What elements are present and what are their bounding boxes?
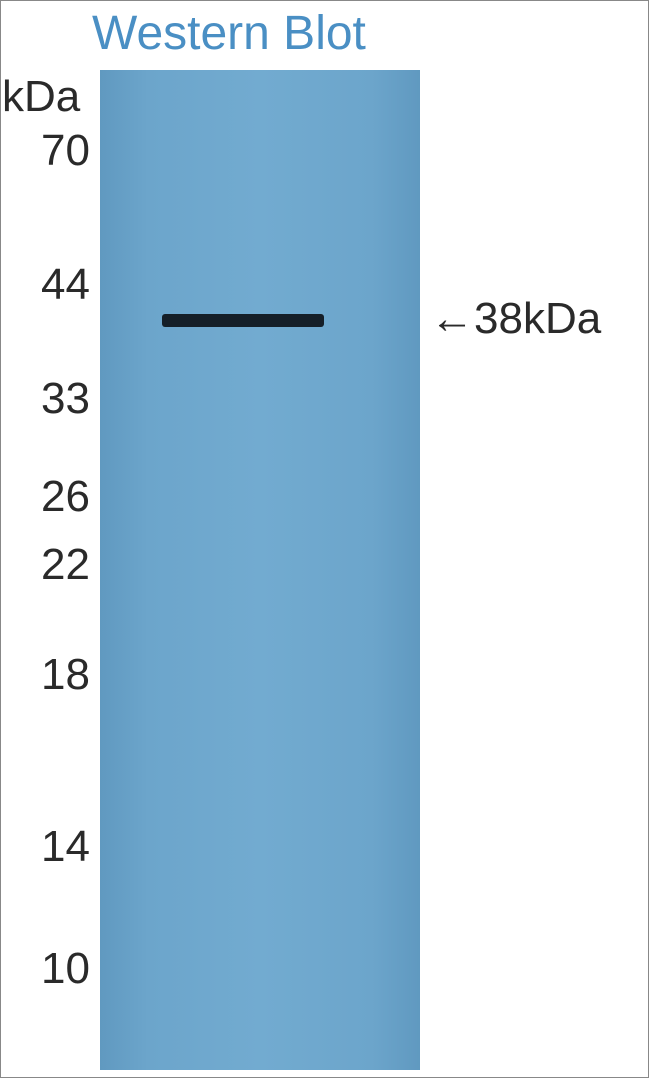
protein-band	[162, 314, 324, 327]
unit-label: kDa	[2, 72, 80, 122]
mw-marker: 44	[10, 260, 90, 310]
mw-marker: 26	[10, 472, 90, 522]
arrow-icon: ←	[430, 294, 474, 343]
mw-marker: 10	[10, 944, 90, 994]
band-annotation: ←38kDa	[430, 294, 601, 344]
mw-marker: 70	[10, 126, 90, 176]
blot-figure: Western Blot kDa 70 44 33 26 22 18 14 10 ←38kDa	[0, 0, 650, 1079]
mw-marker: 33	[10, 374, 90, 424]
figure-title: Western Blot	[92, 6, 366, 61]
band-size-label: 38kDa	[474, 294, 601, 343]
blot-lane	[100, 70, 420, 1070]
mw-marker: 14	[10, 822, 90, 872]
mw-marker: 18	[10, 650, 90, 700]
mw-marker: 22	[10, 540, 90, 590]
